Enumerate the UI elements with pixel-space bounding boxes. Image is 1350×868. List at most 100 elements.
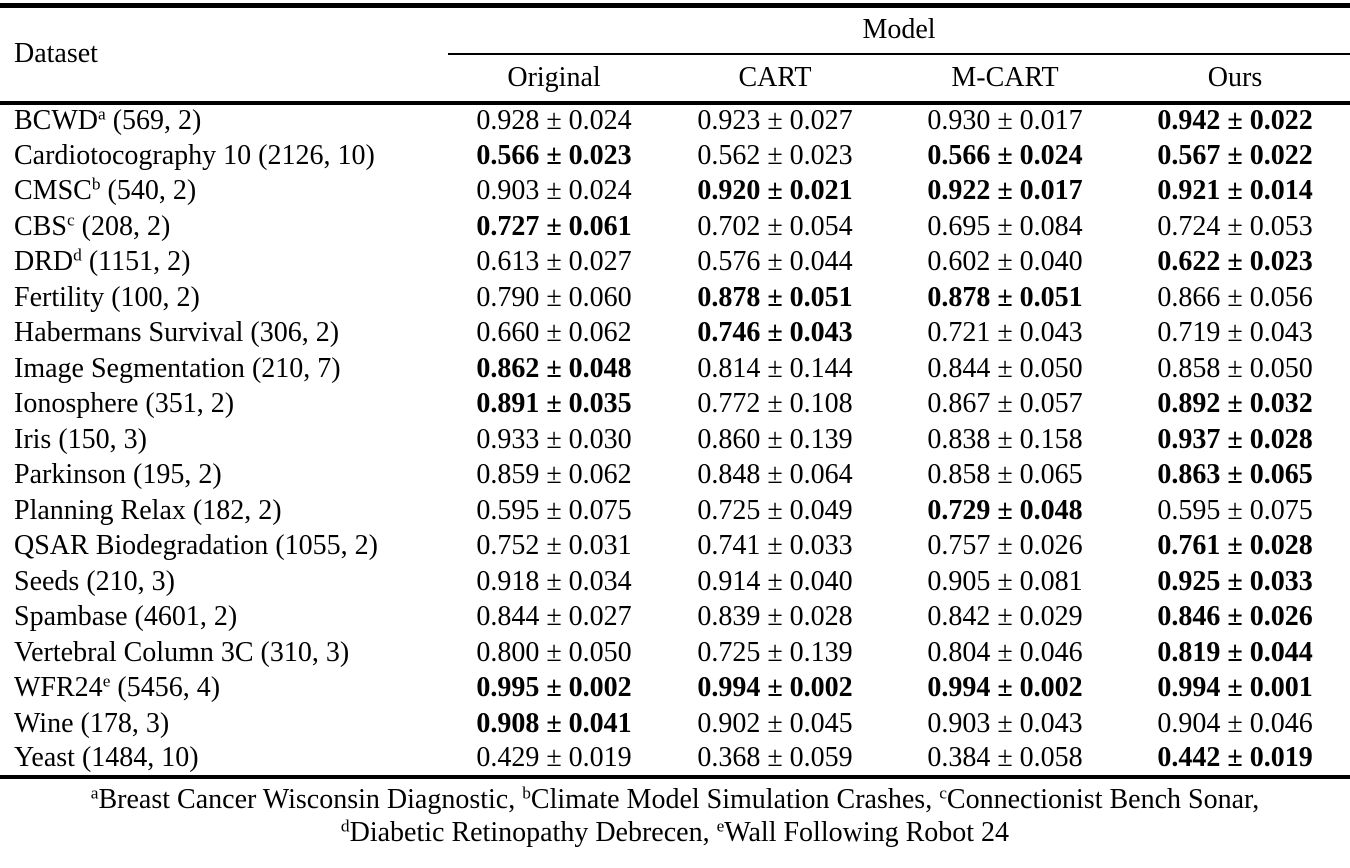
model-column-header-ours: Ours xyxy=(1120,53,1350,105)
result-value: 0.727 ± 0.061 xyxy=(476,210,632,242)
dataset-name: Planning Relax (182, 2) xyxy=(14,494,282,526)
table-footnotes: aBreast Cancer Wisconsin Diagnostic, bCl… xyxy=(0,783,1350,849)
footnote-marker: a xyxy=(90,783,99,803)
dataset-name: Cardiotocography 10 (2126, 10) xyxy=(14,139,375,171)
result-value: 0.994 ± 0.002 xyxy=(697,672,853,704)
footnote-marker: c xyxy=(939,783,947,803)
dataset-name: Seeds (210, 3) xyxy=(14,565,175,597)
table-row: Yeast (1484, 10) 0.429 ± 0.019 0.368 ± 0.0… xyxy=(0,741,1350,779)
table-row: Seeds (210, 3) 0.918 ± 0.034 0.914 ± 0.040… xyxy=(0,564,1350,600)
table-row: BCWDa (569, 2) 0.928 ± 0.024 0.923 ± 0.027… xyxy=(0,103,1350,139)
result-value: 0.920 ± 0.021 xyxy=(697,175,853,207)
table-row: Habermans Survival (306, 2) 0.660 ± 0.062… xyxy=(0,316,1350,352)
dataset-name: WFR24e (5456, 4) xyxy=(14,671,221,704)
table-row: Spambase (4601, 2) 0.844 ± 0.027 0.839 ± 0… xyxy=(0,600,1350,636)
result-value: 0.867 ± 0.057 xyxy=(927,388,1083,420)
table-row: Planning Relax (182, 2) 0.595 ± 0.075 0.72… xyxy=(0,493,1350,529)
table-row: Cardiotocography 10 (2126, 10) 0.566 ± 0.… xyxy=(0,138,1350,174)
result-value: 0.903 ± 0.043 xyxy=(927,707,1083,739)
result-value: 0.995 ± 0.002 xyxy=(476,672,632,704)
result-value: 0.695 ± 0.084 xyxy=(927,210,1083,242)
footnote-marker: e xyxy=(716,816,725,836)
result-value: 0.922 ± 0.017 xyxy=(927,175,1083,207)
dataset-name: CBSc (208, 2) xyxy=(14,210,171,242)
table-row: QSAR Biodegradation (1055, 2) 0.752 ± 0.0… xyxy=(0,529,1350,565)
result-value: 0.860 ± 0.139 xyxy=(697,423,853,455)
dataset-name: Vertebral Column 3C (310, 3) xyxy=(14,636,350,668)
result-value: 0.844 ± 0.050 xyxy=(927,352,1083,384)
dataset-name: QSAR Biodegradation (1055, 2) xyxy=(14,530,378,562)
results-table: Dataset Model Original CART M-CART Ours BCW… xyxy=(0,3,1350,779)
result-value: 0.918 ± 0.034 xyxy=(476,565,632,597)
result-value: 0.721 ± 0.043 xyxy=(927,317,1083,349)
result-value: 0.660 ± 0.062 xyxy=(476,317,632,349)
result-value: 0.942 ± 0.022 xyxy=(1157,105,1313,137)
result-value: 0.838 ± 0.158 xyxy=(927,423,1083,455)
result-value: 0.757 ± 0.026 xyxy=(927,530,1083,562)
result-value: 0.844 ± 0.027 xyxy=(476,601,632,633)
dataset-name: Fertility (100, 2) xyxy=(14,281,200,313)
footnote-marker: b xyxy=(91,174,101,194)
result-value: 0.925 ± 0.033 xyxy=(1157,565,1313,597)
footnote-marker: b xyxy=(522,783,531,803)
result-value: 0.903 ± 0.024 xyxy=(476,175,632,207)
result-value: 0.741 ± 0.033 xyxy=(697,530,853,562)
dataset-name: DRDd (1151, 2) xyxy=(14,245,191,278)
dataset-name: Wine (178, 3) xyxy=(14,707,170,739)
footnote-line-2: dDiabetic Retinopathy Debrecen, eWall Fo… xyxy=(340,816,1010,848)
result-value: 0.622 ± 0.023 xyxy=(1157,246,1313,278)
result-value: 0.814 ± 0.144 xyxy=(697,352,853,384)
result-value: 0.928 ± 0.024 xyxy=(476,105,632,137)
paper-table-page: Dataset Model Original CART M-CART Ours BCW… xyxy=(0,3,1350,868)
table-row: CMSCb (540, 2) 0.903 ± 0.024 0.920 ± 0.021… xyxy=(0,174,1350,210)
result-value: 0.725 ± 0.049 xyxy=(697,494,853,526)
model-group-header: Model xyxy=(448,5,1350,55)
result-value: 0.842 ± 0.029 xyxy=(927,601,1083,633)
table-row: Parkinson (195, 2) 0.859 ± 0.062 0.848 ± 0… xyxy=(0,458,1350,494)
header-group-row: Dataset Model xyxy=(0,5,1350,105)
result-value: 0.595 ± 0.075 xyxy=(476,494,632,526)
result-value: 0.878 ± 0.051 xyxy=(927,281,1083,313)
result-value: 0.772 ± 0.108 xyxy=(697,388,853,420)
table-row: Vertebral Column 3C (310, 3) 0.800 ± 0.05… xyxy=(0,635,1350,671)
result-value: 0.937 ± 0.028 xyxy=(1157,423,1313,455)
result-value: 0.429 ± 0.019 xyxy=(448,741,660,779)
footnote-marker: c xyxy=(66,210,75,230)
result-value: 0.804 ± 0.046 xyxy=(927,636,1083,668)
table-row: Iris (150, 3) 0.933 ± 0.030 0.860 ± 0.139 0… xyxy=(0,422,1350,458)
table-row: CBSc (208, 2) 0.727 ± 0.061 0.702 ± 0.054 0… xyxy=(0,209,1350,245)
result-value: 0.567 ± 0.022 xyxy=(1157,139,1313,171)
table-row: Fertility (100, 2) 0.790 ± 0.060 0.878 ± 0… xyxy=(0,280,1350,316)
result-value: 0.892 ± 0.032 xyxy=(1157,388,1313,420)
result-value: 0.858 ± 0.050 xyxy=(1157,352,1313,384)
result-value: 0.863 ± 0.065 xyxy=(1157,459,1313,491)
dataset-name: Yeast (1484, 10) xyxy=(0,741,448,779)
result-value: 0.752 ± 0.031 xyxy=(476,530,632,562)
result-value: 0.729 ± 0.048 xyxy=(927,494,1083,526)
result-value: 0.921 ± 0.014 xyxy=(1157,175,1313,207)
result-value: 0.562 ± 0.023 xyxy=(697,139,853,171)
result-value: 0.908 ± 0.041 xyxy=(476,707,632,739)
result-value: 0.702 ± 0.054 xyxy=(697,210,853,242)
result-value: 0.858 ± 0.065 xyxy=(927,459,1083,491)
result-value: 0.790 ± 0.060 xyxy=(476,281,632,313)
model-column-header-original: Original xyxy=(448,53,660,105)
table-row: Image Segmentation (210, 7) 0.862 ± 0.048… xyxy=(0,351,1350,387)
footnote-marker: a xyxy=(98,104,106,124)
result-value: 0.905 ± 0.081 xyxy=(927,565,1083,597)
dataset-name: Parkinson (195, 2) xyxy=(14,459,222,491)
result-value: 0.923 ± 0.027 xyxy=(697,105,853,137)
result-value: 0.613 ± 0.027 xyxy=(476,246,632,278)
footnote-marker: d xyxy=(340,816,350,836)
result-value: 0.994 ± 0.001 xyxy=(1157,672,1313,704)
result-value: 0.848 ± 0.064 xyxy=(697,459,853,491)
result-value: 0.595 ± 0.075 xyxy=(1157,494,1313,526)
result-value: 0.725 ± 0.139 xyxy=(697,636,853,668)
dataset-name: BCWDa (569, 2) xyxy=(14,104,202,137)
result-value: 0.904 ± 0.046 xyxy=(1157,707,1313,739)
table-row: WFR24e (5456, 4) 0.995 ± 0.002 0.994 ± 0.0… xyxy=(0,671,1350,707)
dataset-name: Spambase (4601, 2) xyxy=(14,601,238,633)
model-columns-row: Original CART M-CART Ours xyxy=(0,53,1350,105)
result-value: 0.719 ± 0.043 xyxy=(1157,317,1313,349)
table-body: BCWDa (569, 2) 0.928 ± 0.024 0.923 ± 0.027… xyxy=(0,103,1350,779)
